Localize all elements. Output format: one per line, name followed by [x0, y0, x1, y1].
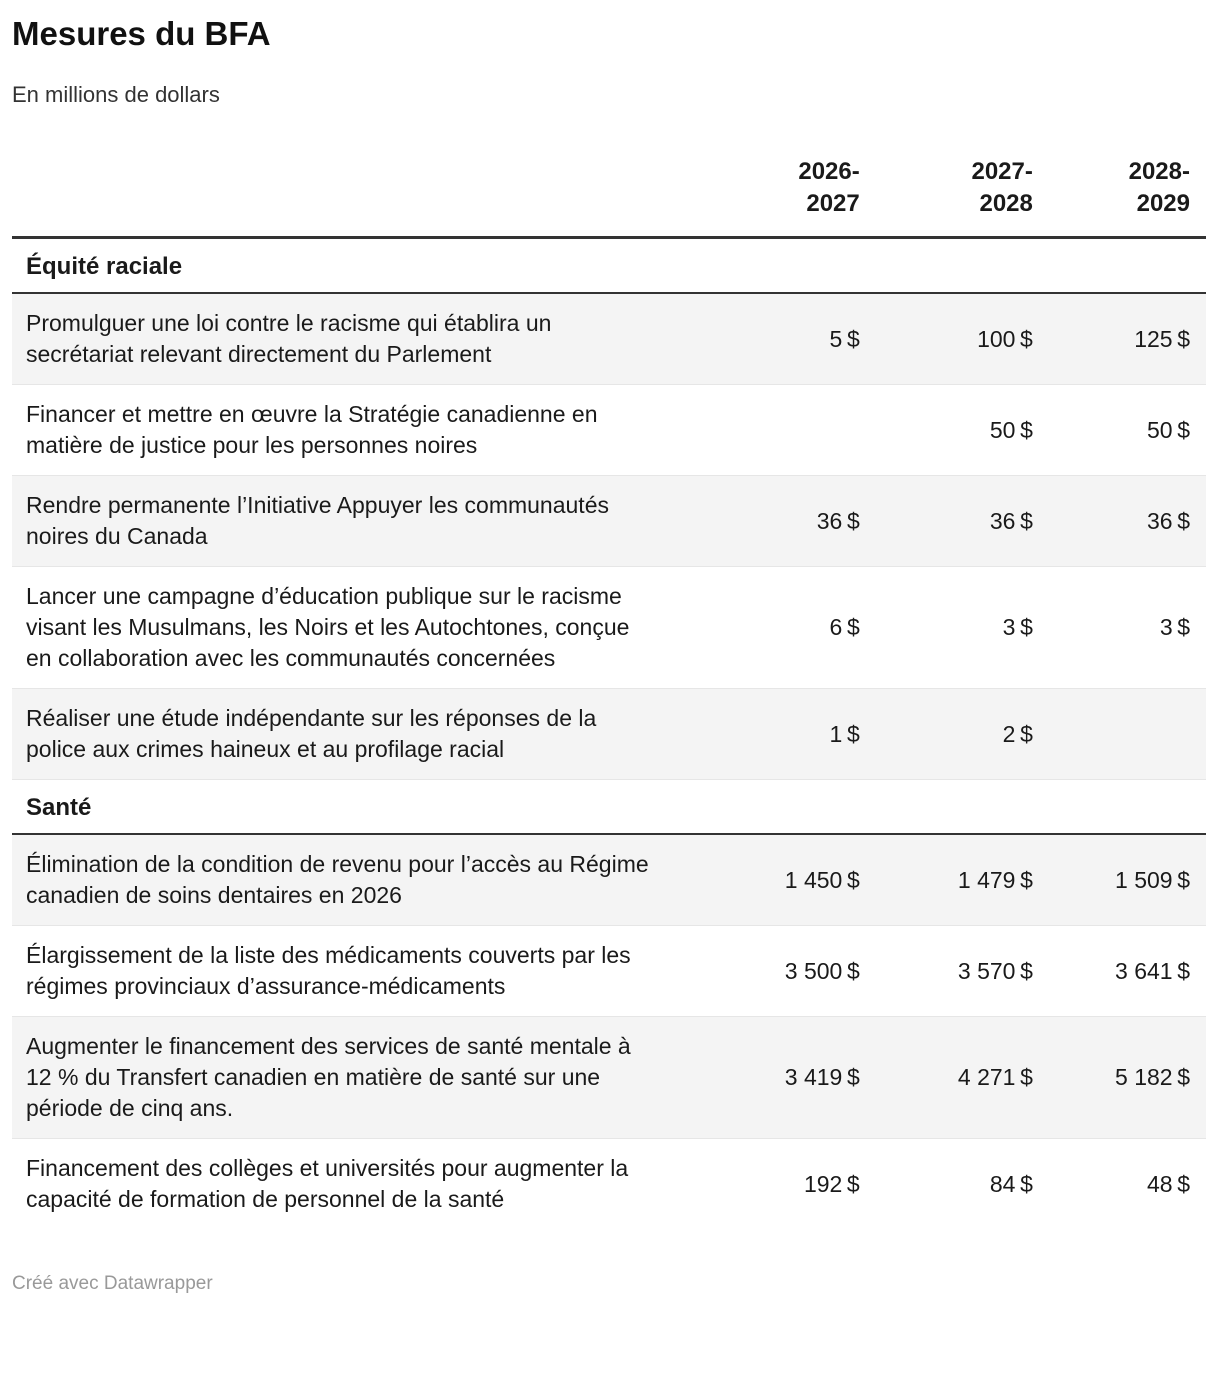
column-header-label: 2026-2027: [798, 157, 860, 217]
row-value: 125 $: [1032, 292, 1206, 385]
table-row: Promulguer une loi contre le racisme qui…: [12, 292, 1206, 385]
page-subtitle: En millions de dollars: [12, 81, 220, 107]
row-value: 192 $: [686, 1138, 860, 1230]
row-value: 84 $: [859, 1138, 1033, 1230]
row-label: Promulguer une loi contre le racisme qui…: [12, 292, 687, 385]
page-title: Mesures du BFA: [12, 15, 271, 52]
row-value: 3 570 $: [859, 925, 1033, 1017]
row-label: Lancer une campagne d’éducation publique…: [12, 566, 687, 689]
row-value: 3 500 $: [686, 925, 860, 1017]
row-label: Élimination de la condition de revenu po…: [12, 833, 687, 926]
datawrapper-table-page: Mesures du BFA En millions de dollars 20…: [0, 14, 1220, 1322]
header-empty-cell: [12, 155, 687, 240]
row-value: [686, 384, 860, 476]
row-value: 36 $: [1032, 475, 1206, 567]
row-label: Rendre permanente l’Initiative Appuyer l…: [12, 475, 687, 567]
section-title: Équité raciale: [12, 237, 1206, 295]
row-value: 3 $: [859, 566, 1033, 689]
column-header-2026-2027: 2026-2027: [686, 155, 860, 240]
row-value: 36 $: [859, 475, 1033, 567]
data-table: 2026-2027 2027-2028 2028-2029 Équité rac…: [12, 155, 1206, 1230]
table-row: Lancer une campagne d’éducation publique…: [12, 566, 1206, 689]
row-value: 1 509 $: [1032, 833, 1206, 926]
table-row: Rendre permanente l’Initiative Appuyer l…: [12, 475, 1206, 567]
row-value: 5 $: [686, 292, 860, 385]
row-value: 36 $: [686, 475, 860, 567]
table-row: Financer et mettre en œuvre la Stratégie…: [12, 384, 1206, 476]
table-row: Élimination de la condition de revenu po…: [12, 833, 1206, 926]
row-value: 3 $: [1032, 566, 1206, 689]
row-value: 3 419 $: [686, 1016, 860, 1139]
row-label: Financement des collèges et universités …: [12, 1138, 687, 1230]
table-row: Financement des collèges et universités …: [12, 1138, 1206, 1230]
table-row: Élargissement de la liste des médicament…: [12, 925, 1206, 1017]
column-header-2028-2029: 2028-2029: [1032, 155, 1206, 240]
row-value: 1 479 $: [859, 833, 1033, 926]
row-label: Augmenter le financement des services de…: [12, 1016, 687, 1139]
row-label: Financer et mettre en œuvre la Stratégie…: [12, 384, 687, 476]
row-label: Réaliser une étude indépendante sur les …: [12, 688, 687, 780]
table-footer: Créé avec Datawrapper: [12, 1273, 1206, 1295]
row-value: 100 $: [859, 292, 1033, 385]
row-value: 1 450 $: [686, 833, 860, 926]
column-header-label: 2028-2029: [1128, 157, 1190, 217]
row-value: 2 $: [859, 688, 1033, 780]
row-value: 50 $: [1032, 384, 1206, 476]
row-value: 48 $: [1032, 1138, 1206, 1230]
row-value: 5 182 $: [1032, 1016, 1206, 1139]
row-value: 4 271 $: [859, 1016, 1033, 1139]
section-title: Santé: [12, 779, 1206, 836]
column-header-2027-2028: 2027-2028: [859, 155, 1033, 240]
table-row: Réaliser une étude indépendante sur les …: [12, 688, 1206, 780]
row-value: 3 641 $: [1032, 925, 1206, 1017]
table-row: Augmenter le financement des services de…: [12, 1016, 1206, 1139]
column-header-label: 2027-2028: [971, 157, 1033, 217]
row-value: 1 $: [686, 688, 860, 780]
column-header-row: 2026-2027 2027-2028 2028-2029: [12, 155, 1206, 240]
row-value: 6 $: [686, 566, 860, 689]
row-label: Élargissement de la liste des médicament…: [12, 925, 687, 1017]
row-value: [1032, 688, 1206, 780]
row-value: 50 $: [859, 384, 1033, 476]
section-header-sante: Santé: [12, 779, 1206, 836]
section-header-equite-raciale: Équité raciale: [12, 237, 1206, 295]
datawrapper-credit-link[interactable]: Créé avec Datawrapper: [12, 1273, 213, 1295]
